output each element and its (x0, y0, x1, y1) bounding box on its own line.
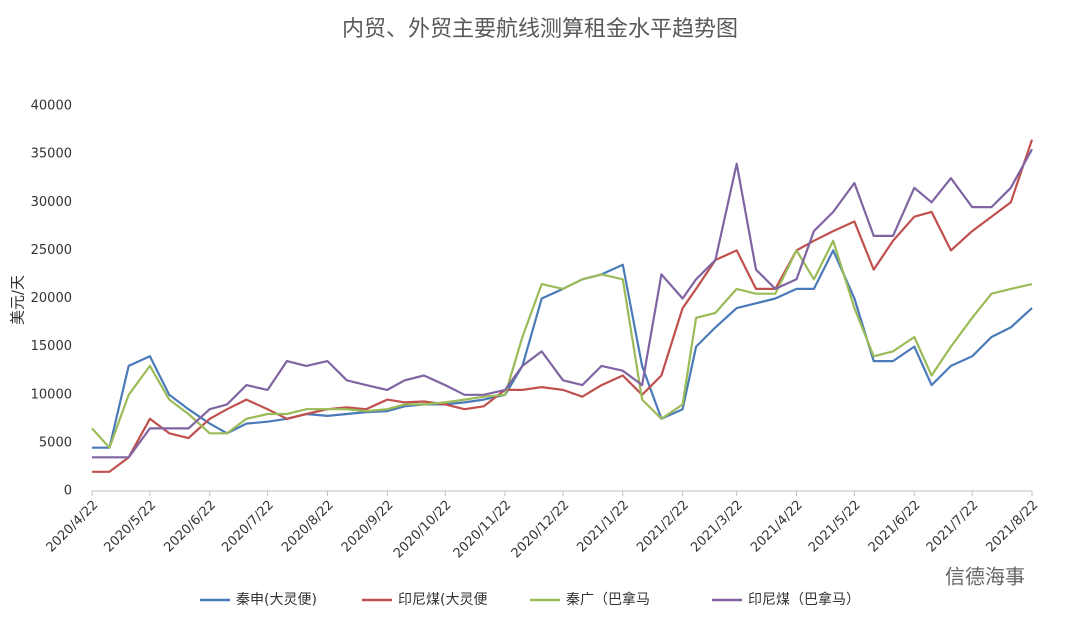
y-tick-label: 35000 (31, 147, 72, 162)
x-tick-label: 2021/3/22 (688, 498, 746, 556)
y-tick-label: 0 (64, 484, 72, 499)
series-line (91, 239, 1033, 449)
x-tick-label: 2020/9/22 (339, 498, 397, 556)
y-tick-label: 10000 (31, 387, 72, 402)
x-tick-label: 2021/8/22 (984, 498, 1042, 556)
x-tick-label: 2020/12/22 (509, 498, 573, 562)
series-line (92, 139, 1034, 473)
x-tick-label: 2020/4/22 (44, 498, 102, 556)
x-tick-label: 2020/10/22 (391, 498, 455, 562)
chart-title: 内贸、外贸主要航线测算租金水平趋势图 (342, 17, 738, 42)
legend-label: 秦申(大灵便) (236, 592, 317, 608)
x-tick-label: 2021/6/22 (866, 498, 924, 556)
y-tick-label: 20000 (31, 291, 72, 306)
x-tick-label: 2021/2/22 (634, 498, 692, 556)
legend-label: 印尼煤（巴拿马） (748, 591, 860, 608)
x-tick-label: 2020/7/22 (219, 498, 277, 556)
x-tick-label: 2020/11/22 (451, 498, 515, 562)
watermark: 信德海事 (945, 565, 1025, 589)
y-tick-label: 15000 (31, 339, 72, 354)
y-tick-label: 5000 (39, 435, 72, 450)
legend-label: 印尼煤(大灵便 (398, 592, 487, 608)
x-tick-label: 2020/8/22 (279, 498, 337, 556)
x-tick-label: 2020/5/22 (101, 498, 159, 556)
series-line (92, 148, 1033, 459)
y-tick-label: 25000 (31, 243, 72, 258)
x-tick-label: 2021/1/22 (574, 498, 632, 556)
y-axis-label: 美元/天 (9, 275, 27, 325)
x-tick-label: 2021/5/22 (806, 498, 864, 556)
legend-label: 秦广（巴拿马 (566, 591, 650, 608)
x-tick-label: 2021/7/22 (924, 498, 982, 556)
x-tick-label: 2020/6/22 (161, 498, 219, 556)
y-tick-label: 40000 (31, 99, 72, 114)
x-tick-label: 2021/4/22 (748, 498, 806, 556)
y-tick-label: 30000 (31, 195, 72, 210)
series-line (92, 249, 1033, 449)
